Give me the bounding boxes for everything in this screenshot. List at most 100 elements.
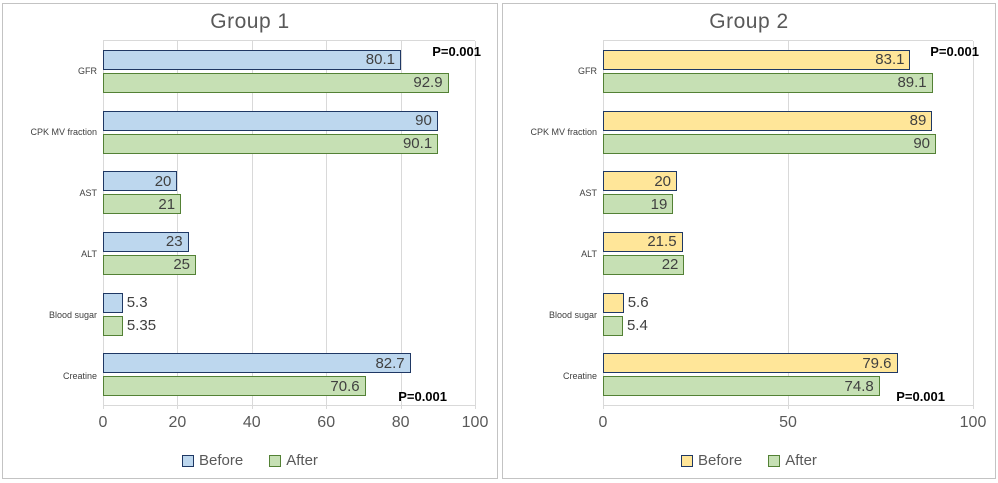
- bar-value-label: 20: [654, 172, 671, 190]
- bar-after-ast: 21: [103, 194, 182, 215]
- plot-area: 80.1 92.9 90 90.1 20 21 23 25 5.3 5.35 82.7 70.6: [103, 40, 476, 409]
- bar-value-label: 19: [650, 195, 668, 213]
- category-row-ast: 20 21: [103, 162, 475, 223]
- x-tick-label: 40: [242, 414, 261, 431]
- plot-area: 83.1 89.1 89 90 20 19 21.5 22 5.6 5.4 79.6 74.8: [603, 40, 974, 409]
- p-value-annotation-top: P=0.001: [432, 44, 481, 59]
- legend-label-after: After: [785, 452, 817, 469]
- bar-rows: 83.1 89.1 89 90 20 19 21.5 22 5.6 5.4 79.6 74.8: [603, 41, 973, 405]
- bar-before-cpk-mv-fraction: 89: [603, 110, 933, 131]
- category-row-creatine: 79.6 74.8: [603, 344, 973, 405]
- gridline: [475, 41, 476, 409]
- category-label: Creatine: [562, 370, 597, 381]
- category-label: CPK MV fraction: [30, 126, 97, 137]
- bar-after-creatine: 74.8: [603, 376, 880, 397]
- category-label: AST: [579, 187, 597, 198]
- bar-before-creatine: 79.6: [603, 353, 898, 374]
- category-row-gfr: 80.1 92.9: [103, 41, 475, 102]
- gridline: [400, 41, 402, 409]
- chart-panel-group-2: Group 2 GFR CPK MV fraction AST ALT Blood su…: [502, 3, 996, 479]
- legend-item-after: After: [269, 452, 318, 469]
- bar-value-label: 25: [173, 256, 190, 274]
- bar-value-label: 23: [165, 233, 183, 251]
- legend-label-after: After: [286, 452, 318, 469]
- p-value-annotation-top: P=0.001: [930, 44, 979, 59]
- category-row-alt: 21.5 22: [603, 223, 973, 284]
- bar-value-label: 22: [661, 256, 679, 274]
- bar-after-ast: 19: [603, 194, 674, 215]
- p-value-annotation-bottom: P=0.001: [398, 389, 447, 404]
- bar-value-label: 90.1: [402, 135, 433, 152]
- bar-value-label: 90: [913, 135, 930, 152]
- category-row-gfr: 83.1 89.1: [603, 41, 973, 102]
- bar-rows: 80.1 92.9 90 90.1 20 21 23 25 5.3 5.35 82.7 70.6: [103, 41, 475, 405]
- category-row-alt: 23 25: [103, 223, 475, 284]
- bar-value-label: 74.8: [844, 377, 874, 395]
- bar-before-cpk-mv-fraction: 90: [103, 110, 438, 131]
- bar-before-ast: 20: [603, 171, 677, 192]
- bar-after-cpk-mv-fraction: 90: [603, 133, 936, 154]
- value-axis: 0 50 100: [599, 414, 987, 434]
- bar-after-gfr: 89.1: [603, 72, 933, 93]
- p-value-annotation-bottom: P=0.001: [896, 389, 945, 404]
- category-axis: GFR CPK MV fraction AST ALT Blood sugar Creat…: [7, 40, 97, 406]
- legend-item-before: Before: [182, 452, 243, 469]
- category-row-cpk-mv-fraction: 90 90.1: [103, 102, 475, 163]
- bar-after-blood-sugar: 5.35: [103, 315, 156, 336]
- category-axis: GFR CPK MV fraction AST ALT Blood sugar Creat…: [507, 40, 597, 406]
- legend-swatch-after-icon: [768, 454, 781, 467]
- x-tick-label: 20: [168, 414, 187, 431]
- bar-after-alt: 22: [603, 254, 685, 275]
- bar-value-label: 5.35: [126, 317, 157, 335]
- category-label: ALT: [81, 248, 97, 259]
- bar-value-label: 79.6: [862, 354, 892, 372]
- chart-panel-group-1: Group 1 GFR CPK MV fraction AST ALT Blood su…: [2, 3, 498, 479]
- x-tick-label: 80: [391, 414, 410, 431]
- bar-before-creatine: 82.7: [103, 353, 411, 374]
- legend-swatch-after-icon: [269, 454, 282, 467]
- bar-before-ast: 20: [103, 171, 178, 192]
- category-label: Blood sugar: [548, 309, 597, 320]
- category-row-ast: 20 19: [603, 162, 973, 223]
- legend-item-before: Before: [681, 452, 742, 469]
- gridline: [326, 41, 328, 409]
- legend-item-after: After: [768, 452, 817, 469]
- x-tick-label: 100: [461, 414, 489, 431]
- category-label: CPK MV fraction: [530, 126, 597, 137]
- x-tick-label: 60: [317, 414, 336, 431]
- x-tick-label: 0: [598, 414, 608, 431]
- bar-value-label: 21.5: [647, 233, 677, 251]
- chart-title: Group 2: [709, 10, 789, 33]
- bar-value-label: 80.1: [365, 51, 395, 69]
- value-axis: 0 20 40 60 80 100: [99, 414, 489, 434]
- bar-before-blood-sugar: 5.6: [603, 292, 649, 313]
- category-label: AST: [79, 187, 97, 198]
- category-label: ALT: [581, 248, 597, 259]
- bar-after-cpk-mv-fraction: 90.1: [103, 133, 439, 154]
- bar-after-creatine: 70.6: [103, 376, 366, 397]
- category-label: GFR: [578, 65, 597, 76]
- chart-title: Group 1: [210, 10, 290, 33]
- bar-value-label: 20: [154, 172, 172, 190]
- gridline: [973, 41, 974, 409]
- gridline: [603, 41, 604, 409]
- category-row-blood-sugar: 5.3 5.35: [103, 284, 475, 345]
- bar-value-label: 92.9: [413, 74, 443, 92]
- bar-value-label: 5.6: [627, 294, 649, 312]
- category-row-blood-sugar: 5.6 5.4: [603, 284, 973, 345]
- x-tick-label: 50: [779, 414, 797, 431]
- legend-label-before: Before: [698, 452, 743, 469]
- bar-value-label: 90: [415, 112, 432, 129]
- category-label: Creatine: [62, 370, 97, 381]
- bar-before-alt: 21.5: [603, 231, 683, 252]
- bar-after-alt: 25: [103, 254, 196, 275]
- category-label: Blood sugar: [48, 309, 97, 320]
- bar-value-label: 89: [909, 112, 927, 129]
- bar-value-label: 5.3: [126, 294, 148, 312]
- bar-before-gfr: 80.1: [103, 49, 401, 70]
- legend-swatch-before-icon: [681, 454, 694, 467]
- bar-value-label: 70.6: [330, 377, 360, 395]
- bar-value-label: 83.1: [875, 51, 905, 69]
- gridline: [177, 41, 179, 409]
- category-label: GFR: [78, 65, 97, 76]
